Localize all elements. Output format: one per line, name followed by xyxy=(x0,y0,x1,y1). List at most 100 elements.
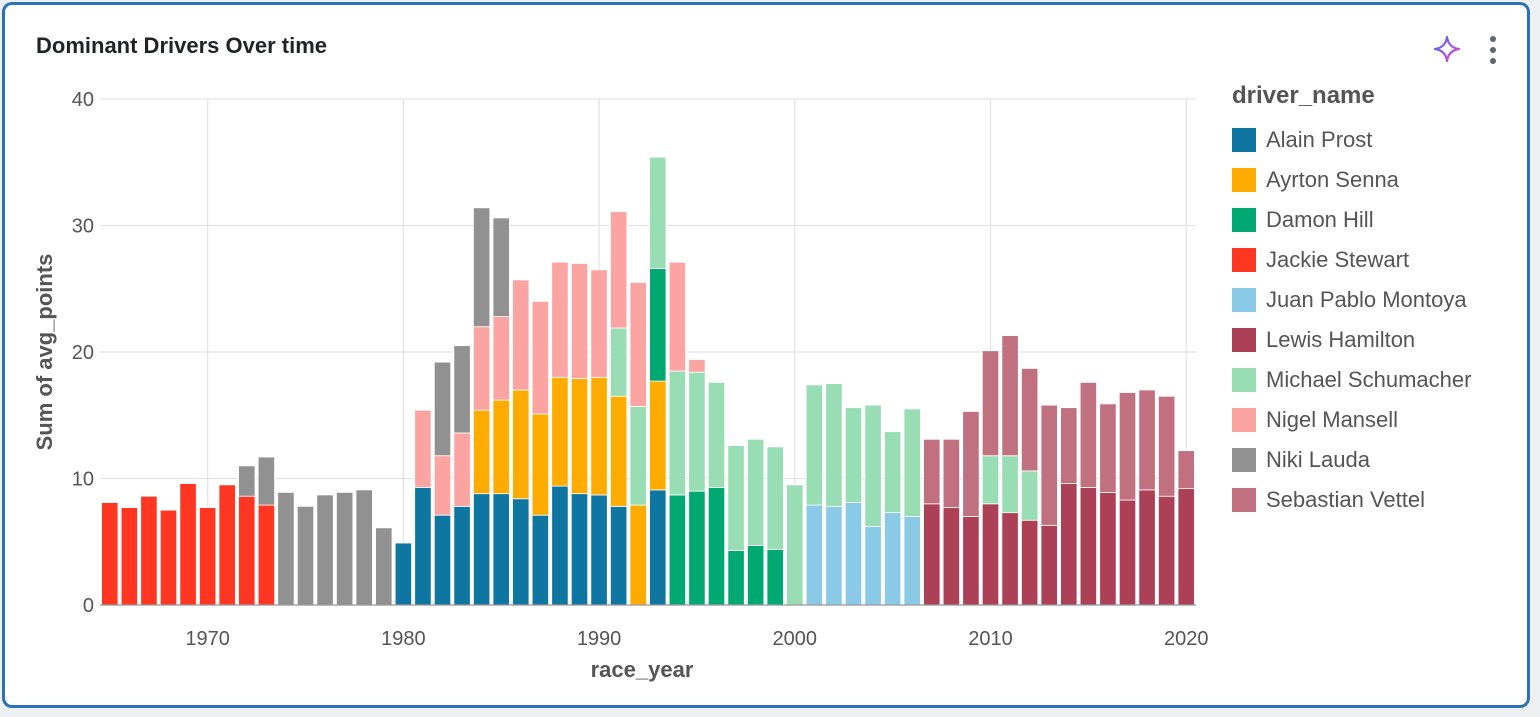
bar-segment xyxy=(688,359,706,373)
legend-title: driver_name xyxy=(1232,82,1375,109)
legend-item[interactable]: Juan Pablo Montoya xyxy=(1232,280,1471,320)
bar-segment xyxy=(570,263,589,379)
legend-swatch xyxy=(1232,448,1256,472)
bar-segment xyxy=(942,507,960,606)
bar-segment xyxy=(1177,450,1195,490)
bar-segment xyxy=(649,489,667,606)
legend-label: Michael Schumacher xyxy=(1266,367,1472,392)
kebab-menu-icon[interactable] xyxy=(1483,33,1503,67)
bar-segment xyxy=(433,455,452,516)
bar-segment xyxy=(981,503,1000,606)
bar-segment xyxy=(844,407,863,503)
bar-segment xyxy=(199,507,217,606)
legend-item[interactable]: Lewis Hamilton xyxy=(1232,320,1471,360)
legend-swatch xyxy=(1232,368,1256,392)
bar-segment xyxy=(512,498,530,606)
legend-item[interactable]: Michael Schumacher xyxy=(1232,360,1471,400)
bar-segment xyxy=(238,495,256,606)
legend-swatch xyxy=(1232,248,1256,272)
bar-segment xyxy=(1099,403,1117,493)
bar-segment xyxy=(962,516,980,606)
legend-item[interactable]: Jackie Stewart xyxy=(1232,240,1471,280)
bar-segment xyxy=(825,383,843,507)
bar-segment xyxy=(805,504,823,606)
bar-segment xyxy=(649,156,667,269)
bar-segment xyxy=(512,389,530,500)
x-axis-title: race_year xyxy=(591,657,694,682)
bar-segment xyxy=(668,494,686,606)
bar-segment xyxy=(453,505,471,606)
bar-segment xyxy=(825,505,843,606)
bar-segment xyxy=(1079,486,1097,606)
bar-segment xyxy=(453,432,471,507)
bar-segment xyxy=(942,438,960,508)
legend-swatch xyxy=(1232,288,1256,312)
bar-segment xyxy=(610,505,628,606)
sparkle-icon[interactable] xyxy=(1433,35,1461,63)
bar-segment xyxy=(1060,407,1078,484)
bar-segment xyxy=(688,371,706,492)
legend-item[interactable]: Nigel Mansell xyxy=(1232,400,1471,440)
x-tick-label: 1970 xyxy=(185,628,230,650)
bar-segment xyxy=(923,503,941,606)
bar-segment xyxy=(981,455,1000,505)
bar-segment xyxy=(159,509,178,606)
bar-segment xyxy=(1001,512,1019,606)
bar-segment xyxy=(1158,495,1176,606)
bar-segment xyxy=(179,483,197,606)
bar-segment xyxy=(101,502,119,606)
legend-item[interactable]: Alain Prost xyxy=(1232,120,1471,160)
bar-segment xyxy=(453,345,471,434)
bar-segment xyxy=(1001,335,1019,457)
bar-segment xyxy=(1138,489,1156,606)
bar-segment xyxy=(531,300,549,415)
bar-segment xyxy=(1158,395,1176,497)
y-tick-label: 0 xyxy=(83,595,94,617)
legend-label: Niki Lauda xyxy=(1266,447,1370,472)
bar-segment xyxy=(238,465,256,497)
bar-segment xyxy=(668,261,686,372)
legend-item[interactable]: Niki Lauda xyxy=(1232,440,1471,480)
bar-segment xyxy=(257,456,275,506)
bar-segment xyxy=(551,376,569,487)
bar-segment xyxy=(1021,368,1039,472)
bar-segment xyxy=(864,526,882,606)
bar-segment xyxy=(923,438,941,505)
legend-swatch xyxy=(1232,328,1256,352)
legend-item[interactable]: Damon Hill xyxy=(1232,200,1471,240)
legend-label: Damon Hill xyxy=(1266,207,1374,232)
bar-segment xyxy=(884,512,902,606)
legend-item[interactable]: Ayrton Senna xyxy=(1232,160,1471,200)
y-tick-label: 40 xyxy=(72,89,94,111)
bar-segment xyxy=(590,269,608,378)
legend-label: Alain Prost xyxy=(1266,127,1373,152)
bar-segment xyxy=(394,542,412,606)
bar-segment xyxy=(668,370,686,496)
bar-segment xyxy=(629,504,647,606)
legend-swatch xyxy=(1232,128,1256,152)
bar-segment xyxy=(218,484,236,606)
bar-segment xyxy=(492,399,510,495)
bar-segment xyxy=(375,527,393,606)
bar-segment xyxy=(903,516,921,606)
bar-segment xyxy=(414,409,432,488)
bar-segment xyxy=(492,493,510,606)
bar-segment xyxy=(1060,483,1078,606)
bar-segment xyxy=(1177,488,1195,606)
y-tick-label: 30 xyxy=(72,216,94,238)
legend-label: Sebastian Vettel xyxy=(1266,487,1426,512)
legend-item[interactable]: Sebastian Vettel xyxy=(1232,480,1471,520)
bar-segment xyxy=(433,361,452,457)
y-axis-title: Sum of avg_points xyxy=(32,254,57,451)
bar-segment xyxy=(590,494,608,606)
bar-segment xyxy=(1079,381,1097,488)
bar-segment xyxy=(473,207,491,328)
bar-segment xyxy=(805,384,823,506)
bar-segment xyxy=(610,327,628,397)
bar-segment xyxy=(747,545,765,606)
bar-segment xyxy=(610,395,628,507)
legend-label: Ayrton Senna xyxy=(1266,167,1399,192)
bar-segment xyxy=(1001,455,1019,514)
bar-segment xyxy=(1040,524,1058,606)
bar-segment xyxy=(551,261,569,378)
